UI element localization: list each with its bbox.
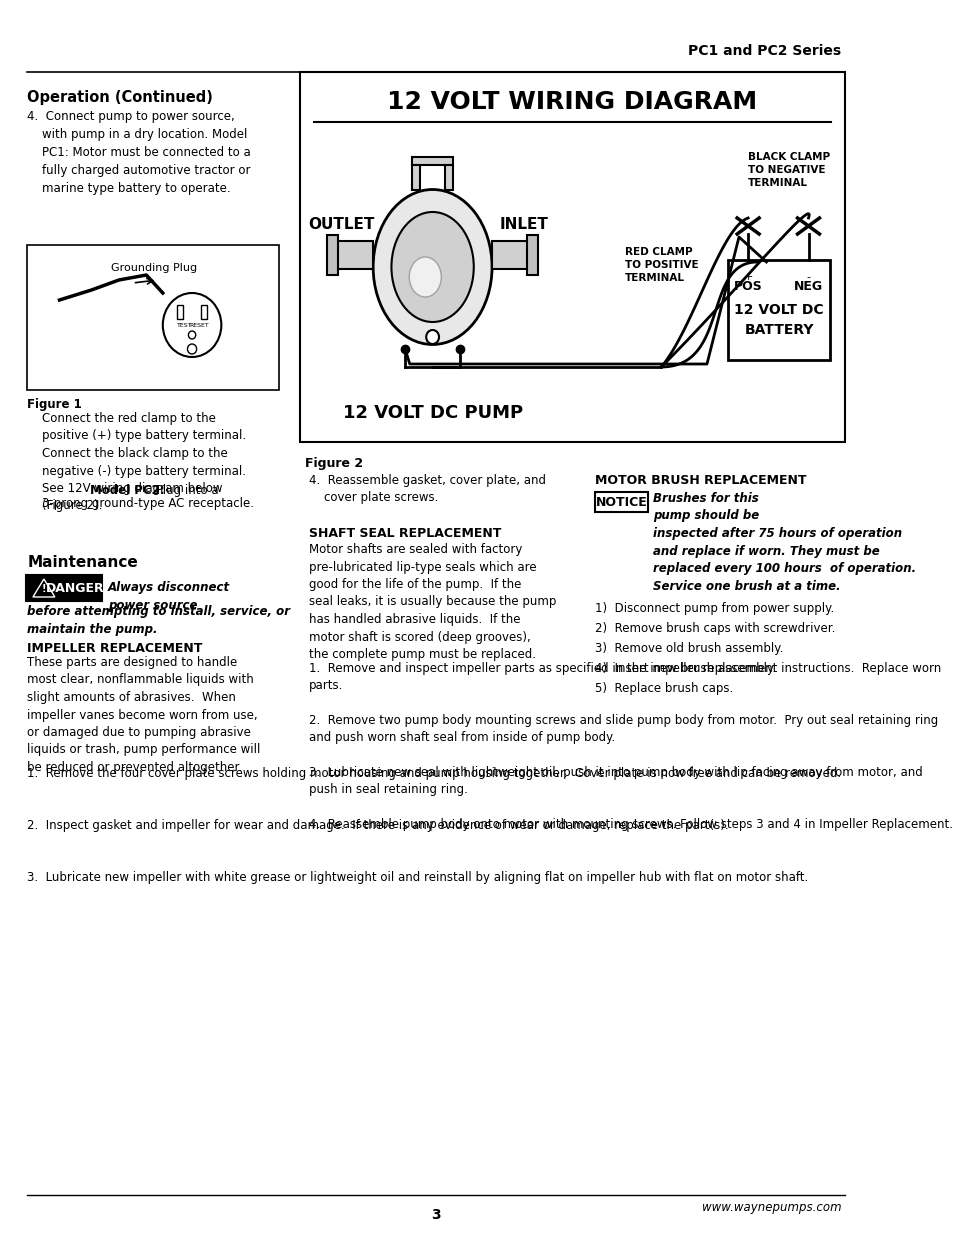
Text: !: ! [42, 584, 46, 594]
Text: Motor shafts are sealed with factory
pre-lubricated lip-type seals which are
goo: Motor shafts are sealed with factory pre… [309, 543, 556, 661]
Text: Connect the red clamp to the
    positive (+) type battery terminal.
    Connect: Connect the red clamp to the positive (+… [28, 412, 246, 513]
Text: 12 VOLT WIRING DIAGRAM: 12 VOLT WIRING DIAGRAM [387, 90, 757, 114]
Text: PC1 and PC2 Series: PC1 and PC2 Series [687, 44, 841, 58]
Text: Model PC2:: Model PC2: [90, 484, 164, 496]
Text: Plug into a: Plug into a [152, 484, 218, 496]
Circle shape [188, 331, 195, 338]
Text: NEG: NEG [793, 280, 822, 293]
FancyBboxPatch shape [26, 576, 102, 601]
Text: RESET: RESET [190, 324, 209, 329]
Circle shape [188, 345, 196, 354]
Text: +: + [742, 272, 752, 282]
Text: 3: 3 [431, 1208, 440, 1221]
Text: Always disconnect
power source: Always disconnect power source [108, 580, 230, 613]
Bar [727, 261, 829, 359]
Bar [445, 165, 453, 190]
Text: 12 VOLT DC
BATTERY: 12 VOLT DC BATTERY [734, 304, 823, 337]
Text: 3-prong ground-type AC receptacle.: 3-prong ground-type AC receptacle. [28, 496, 254, 510]
Text: www.waynepumps.com: www.waynepumps.com [701, 1202, 841, 1214]
Bar [28, 245, 278, 390]
Text: 5)  Replace brush caps.: 5) Replace brush caps. [595, 682, 733, 695]
Bar [595, 492, 648, 513]
Text: INLET: INLET [499, 217, 548, 232]
Text: 4.  Connect pump to power source,
    with pump in a dry location. Model
    PC1: 4. Connect pump to power source, with pu… [28, 110, 251, 195]
Text: Maintenance: Maintenance [28, 555, 138, 571]
Text: NOTICE: NOTICE [596, 495, 647, 509]
Text: 4.  Reassemble gasket, cover plate, and
    cover plate screws.: 4. Reassemble gasket, cover plate, and c… [309, 474, 545, 505]
Text: POS: POS [733, 280, 761, 293]
Text: SHAFT SEAL REPLACEMENT: SHAFT SEAL REPLACEMENT [309, 527, 501, 540]
Text: before attempting to install, service, or
maintain the pump.: before attempting to install, service, o… [28, 605, 290, 636]
Text: 1)  Disconnect pump from power supply.: 1) Disconnect pump from power supply. [595, 601, 834, 615]
Text: 4.  Reassemble pump body onto motor with mounting screws. Follow steps 3 and 4 i: 4. Reassemble pump body onto motor with … [309, 818, 952, 831]
Text: 1.  Remove and inspect impeller parts as specified in the impeller replacement i: 1. Remove and inspect impeller parts as … [309, 662, 941, 693]
Text: BLACK CLAMP
TO NEGATIVE
TERMINAL: BLACK CLAMP TO NEGATIVE TERMINAL [747, 152, 829, 189]
Ellipse shape [391, 212, 474, 322]
Text: IMPELLER REPLACEMENT: IMPELLER REPLACEMENT [28, 642, 203, 655]
Bar [492, 241, 530, 269]
Circle shape [163, 293, 221, 357]
Bar [412, 165, 419, 190]
Text: 2.  Remove two pump body mounting screws and slide pump body from motor.  Pry ou: 2. Remove two pump body mounting screws … [309, 714, 938, 745]
Polygon shape [33, 579, 55, 597]
Text: Operation (Continued): Operation (Continued) [28, 90, 213, 105]
Ellipse shape [409, 257, 441, 296]
Text: MOTOR BRUSH REPLACEMENT: MOTOR BRUSH REPLACEMENT [595, 474, 806, 487]
Text: 3)  Remove old brush assembly.: 3) Remove old brush assembly. [595, 642, 783, 655]
Text: Grounding Plug: Grounding Plug [111, 263, 196, 273]
Text: 3.  Lubricate new impeller with white grease or lightweight oil and reinstall by: 3. Lubricate new impeller with white gre… [28, 871, 808, 884]
Text: These parts are designed to handle
most clear, nonflammable liquids with
slight : These parts are designed to handle most … [28, 656, 260, 774]
Bar [526, 235, 537, 275]
Bar [299, 72, 844, 442]
Bar [335, 241, 373, 269]
Bar [177, 305, 183, 319]
Bar [201, 305, 207, 319]
Text: 4)  Insert new brush assembly.: 4) Insert new brush assembly. [595, 662, 776, 676]
Text: DANGER: DANGER [46, 582, 104, 594]
Text: -: - [805, 272, 810, 282]
Circle shape [426, 330, 438, 345]
Text: TEST: TEST [177, 324, 193, 329]
Text: 12 VOLT DC PUMP: 12 VOLT DC PUMP [342, 404, 522, 422]
Text: Brushes for this
pump should be
inspected after 75 hours of operation
and replac: Brushes for this pump should be inspecte… [653, 492, 915, 593]
Text: OUTLET: OUTLET [308, 217, 374, 232]
Text: RED CLAMP
TO POSITIVE
TERMINAL: RED CLAMP TO POSITIVE TERMINAL [624, 247, 698, 283]
Text: Figure 1: Figure 1 [28, 398, 82, 411]
Text: Figure 2: Figure 2 [304, 457, 362, 471]
Ellipse shape [373, 189, 492, 345]
Text: 3.  Lubricate new seal with lightweight oil, push it into pump body with lip fac: 3. Lubricate new seal with lightweight o… [309, 766, 922, 797]
Bar [327, 235, 338, 275]
Text: 1.  Remove the four cover plate screws holding motor housing and pump housing to: 1. Remove the four cover plate screws ho… [28, 767, 841, 781]
Text: 2)  Remove brush caps with screwdriver.: 2) Remove brush caps with screwdriver. [595, 622, 835, 635]
Text: 2.  Inspect gasket and impeller for wear and damage.  If there is any evidence o: 2. Inspect gasket and impeller for wear … [28, 819, 728, 832]
Bar [412, 157, 453, 165]
